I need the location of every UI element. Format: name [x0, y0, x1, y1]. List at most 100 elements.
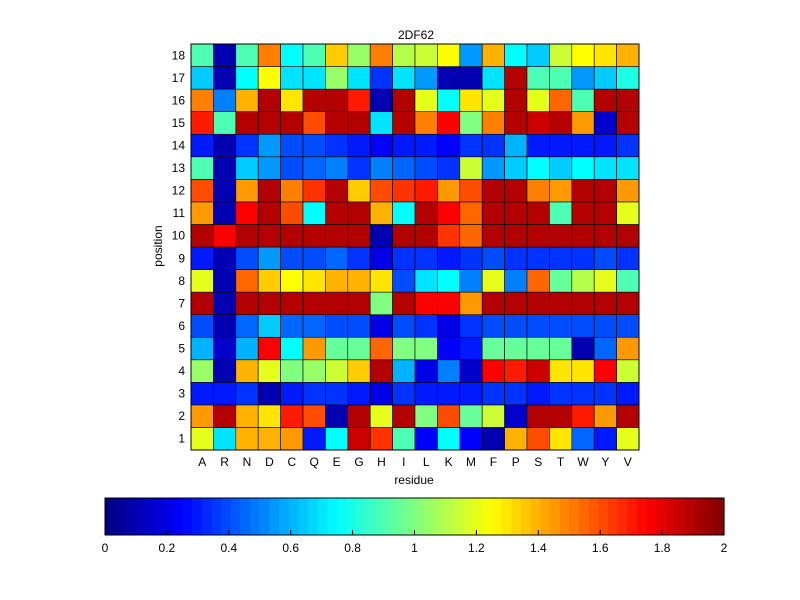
colorbar-swatch: [230, 498, 241, 535]
heatmap-cell: [504, 246, 528, 270]
heatmap-cell: [593, 88, 617, 112]
heatmap-cell: [616, 156, 640, 180]
y-tick-label: 12: [172, 184, 186, 198]
heatmap-cell: [347, 359, 371, 383]
heatmap-cell: [549, 314, 573, 338]
heatmap-cell: [392, 382, 416, 406]
heatmap-cell: [616, 427, 640, 451]
heatmap-cell: [459, 427, 483, 451]
colorbar-tick-label: 1.4: [530, 541, 547, 555]
heatmap-cell: [437, 88, 461, 112]
heatmap-cell: [526, 336, 550, 361]
heatmap-cell: [302, 156, 326, 180]
heatmap-cell: [593, 66, 617, 90]
heatmap-cell: [213, 201, 237, 225]
heatmap-cell: [593, 314, 617, 338]
heatmap-cell: [437, 269, 461, 293]
heatmap-cell: [549, 382, 573, 406]
colorbar-swatch: [656, 498, 667, 535]
heatmap-cell: [481, 246, 505, 270]
heatmap-cell: [190, 111, 214, 135]
heatmap-cell: [325, 336, 349, 361]
heatmap-cell: [414, 246, 438, 270]
heatmap-cell: [369, 111, 393, 135]
heatmap-cell: [414, 66, 438, 90]
colorbar-swatch: [453, 498, 464, 535]
heatmap-cell: [235, 224, 259, 248]
heatmap-cell: [190, 359, 214, 383]
heatmap-cell: [526, 291, 550, 315]
heatmap-cell: [593, 224, 617, 248]
heatmap-cell: [369, 246, 393, 270]
heatmap-cell: [213, 66, 237, 90]
heatmap-cell: [481, 427, 505, 451]
heatmap-cell: [302, 359, 326, 383]
heatmap-cell: [302, 404, 326, 428]
heatmap-cell: [504, 133, 528, 158]
heatmap-cell: [571, 427, 595, 451]
heatmap-cell: [325, 269, 349, 293]
heatmap-cell: [549, 156, 573, 180]
heatmap-cell: [616, 133, 640, 158]
heatmap-cell: [190, 269, 214, 293]
heatmap-cell: [325, 156, 349, 180]
heatmap-cell: [481, 111, 505, 135]
heatmap-cell: [369, 224, 393, 248]
heatmap-cell: [459, 179, 483, 203]
heatmap-cell: [347, 156, 371, 180]
heatmap-cell: [593, 43, 617, 67]
x-axis-label: residue: [394, 473, 434, 487]
heatmap-cell: [481, 359, 505, 383]
heatmap-cell: [571, 179, 595, 203]
heatmap-cell: [213, 427, 237, 451]
heatmap-cell: [190, 336, 214, 361]
heatmap-cell: [392, 43, 416, 67]
heatmap-cell: [616, 404, 640, 428]
heatmap-cell: [325, 88, 349, 112]
heatmap-cell: [392, 111, 416, 135]
heatmap-cell: [526, 246, 550, 270]
y-tick-label: 6: [178, 319, 185, 333]
heatmap-cell: [280, 336, 304, 361]
heatmap-cell: [347, 179, 371, 203]
colorbar-swatch: [559, 498, 570, 535]
heatmap-cell: [526, 66, 550, 90]
heatmap-cell: [235, 179, 259, 203]
heatmap-cell: [571, 382, 595, 406]
heatmap-cell: [504, 66, 528, 90]
heatmap-cell: [414, 224, 438, 248]
heatmap-cell: [481, 133, 505, 158]
heatmap-cell: [459, 224, 483, 248]
heatmap-cell: [235, 427, 259, 451]
heatmap-cell: [213, 133, 237, 158]
heatmap-cell: [504, 336, 528, 361]
heatmap-cell: [257, 336, 281, 361]
heatmap-cell: [213, 359, 237, 383]
heatmap-cell: [392, 359, 416, 383]
x-tick-label: N: [243, 455, 252, 469]
colorbar-swatch: [153, 498, 164, 535]
heatmap-cell: [526, 111, 550, 135]
heatmap-cell: [481, 156, 505, 180]
heatmap-cell: [549, 66, 573, 90]
heatmap-cell: [257, 156, 281, 180]
heatmap-cell: [257, 43, 281, 67]
heatmap-cell: [347, 269, 371, 293]
heatmap-cell: [459, 66, 483, 90]
colorbar-swatch: [665, 498, 677, 535]
heatmap-cell: [549, 43, 573, 67]
heatmap-cell: [414, 133, 438, 158]
heatmap-cell: [347, 382, 371, 406]
y-tick-label: 3: [178, 387, 185, 401]
heatmap-cell: [571, 156, 595, 180]
heatmap-cell: [459, 359, 483, 383]
heatmap-cell: [504, 404, 528, 428]
heatmap-cell: [526, 224, 550, 248]
heatmap-cell: [481, 88, 505, 112]
heatmap-cell: [325, 427, 349, 451]
heatmap-cell: [302, 314, 326, 338]
heatmap-cell: [414, 156, 438, 180]
heatmap-cell: [504, 314, 528, 338]
heatmap-cell: [347, 427, 371, 451]
heatmap-cell: [549, 133, 573, 158]
